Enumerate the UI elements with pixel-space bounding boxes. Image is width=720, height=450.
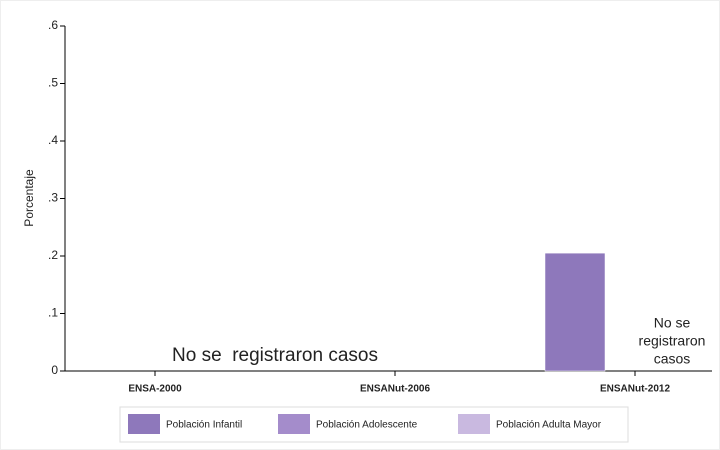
bar	[544, 252, 606, 372]
x-tick-label: ENSA-2000	[128, 384, 182, 395]
annotation: casos	[654, 351, 691, 367]
y-tick-label: 0	[51, 363, 58, 377]
legend	[119, 406, 629, 443]
legend-swatch	[278, 414, 310, 434]
legend-label: Población Adulta Mayor	[496, 420, 602, 431]
annotation: No se	[654, 315, 691, 331]
y-tick-label: .2	[48, 248, 58, 262]
y-tick-label: .3	[48, 191, 58, 205]
y-tick-label: .6	[48, 18, 58, 32]
annotation: registraron	[639, 333, 706, 349]
y-axis-label: Porcentaje	[22, 169, 36, 227]
legend-swatch	[128, 414, 160, 434]
x-tick-label: ENSANut-2006	[360, 384, 430, 395]
legend-label: Población Infantil	[166, 420, 242, 431]
x-tick-label: ENSANut-2012	[600, 384, 670, 395]
legend-label: Población Adolescente	[316, 420, 418, 431]
y-tick-label: .1	[48, 306, 58, 320]
y-tick-label: .5	[48, 76, 58, 90]
y-tick-label: .4	[48, 133, 58, 147]
annotation: No se registraron casos	[172, 345, 378, 366]
legend-swatch	[458, 414, 490, 434]
